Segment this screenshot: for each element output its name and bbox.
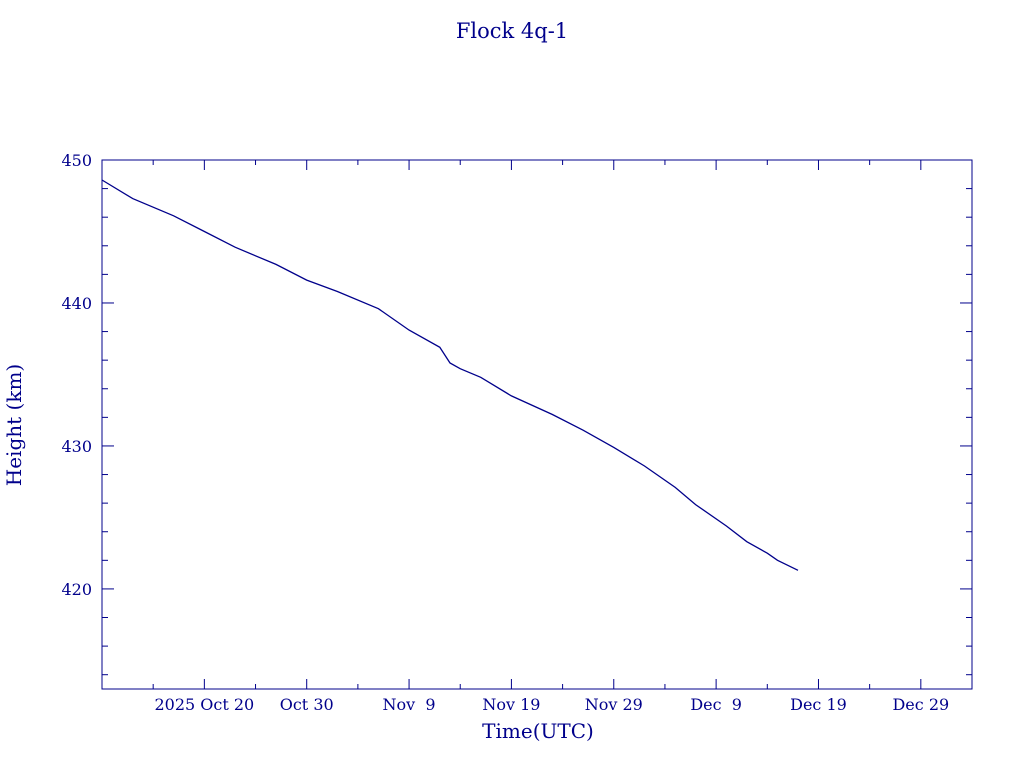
data-point (746, 541, 748, 543)
data-point (306, 279, 308, 281)
data-point (132, 197, 134, 199)
data-point (439, 346, 441, 348)
data-point (459, 368, 461, 370)
data-point (766, 552, 768, 554)
data-point (510, 395, 512, 397)
data-point (643, 465, 645, 467)
data-point (551, 413, 553, 415)
data-point (797, 569, 799, 571)
data-point (582, 429, 584, 431)
x-tick-label: Nov 19 (482, 695, 540, 714)
data-point (449, 362, 451, 364)
series-line (101, 179, 799, 571)
data-point (674, 486, 676, 488)
x-axis-label: Time(UTC) (482, 719, 594, 743)
data-point (613, 446, 615, 448)
x-tick-label: Nov 29 (585, 695, 643, 714)
data-point (336, 290, 338, 292)
y-tick-label: 420 (61, 580, 92, 599)
data-point (776, 559, 778, 561)
x-tick-labels: 2025 Oct 20 Oct 30 Nov 9 Nov 19 Nov 29 Dec 9 D… (154, 695, 949, 714)
series-group (101, 179, 799, 571)
y-tick-labels: 420 430 440 450 (61, 151, 92, 599)
data-point (172, 215, 174, 217)
y-tick-label: 440 (61, 294, 92, 313)
data-point (694, 503, 696, 505)
y-tick-label: 450 (61, 151, 92, 170)
axis-ticks (102, 159, 973, 689)
data-point (275, 263, 277, 265)
x-tick-label: Dec 19 (790, 695, 847, 714)
x-tick-label: 2025 Oct 20 (154, 695, 254, 714)
data-point (101, 179, 103, 181)
x-tick-label: Oct 30 (280, 695, 334, 714)
x-tick-label: Dec 29 (892, 695, 949, 714)
data-point (203, 230, 205, 232)
y-axis-label: Height (km) (2, 364, 26, 486)
x-tick-label: Dec 9 (690, 695, 742, 714)
chart-title: Flock 4q-1 (456, 19, 568, 43)
plot-frame (101, 159, 973, 690)
data-point (234, 246, 236, 248)
data-point (408, 329, 410, 331)
y-tick-label: 430 (61, 437, 92, 456)
data-point (480, 376, 482, 378)
data-point (377, 307, 379, 309)
x-tick-label: Nov 9 (383, 695, 436, 714)
data-point (725, 525, 727, 527)
